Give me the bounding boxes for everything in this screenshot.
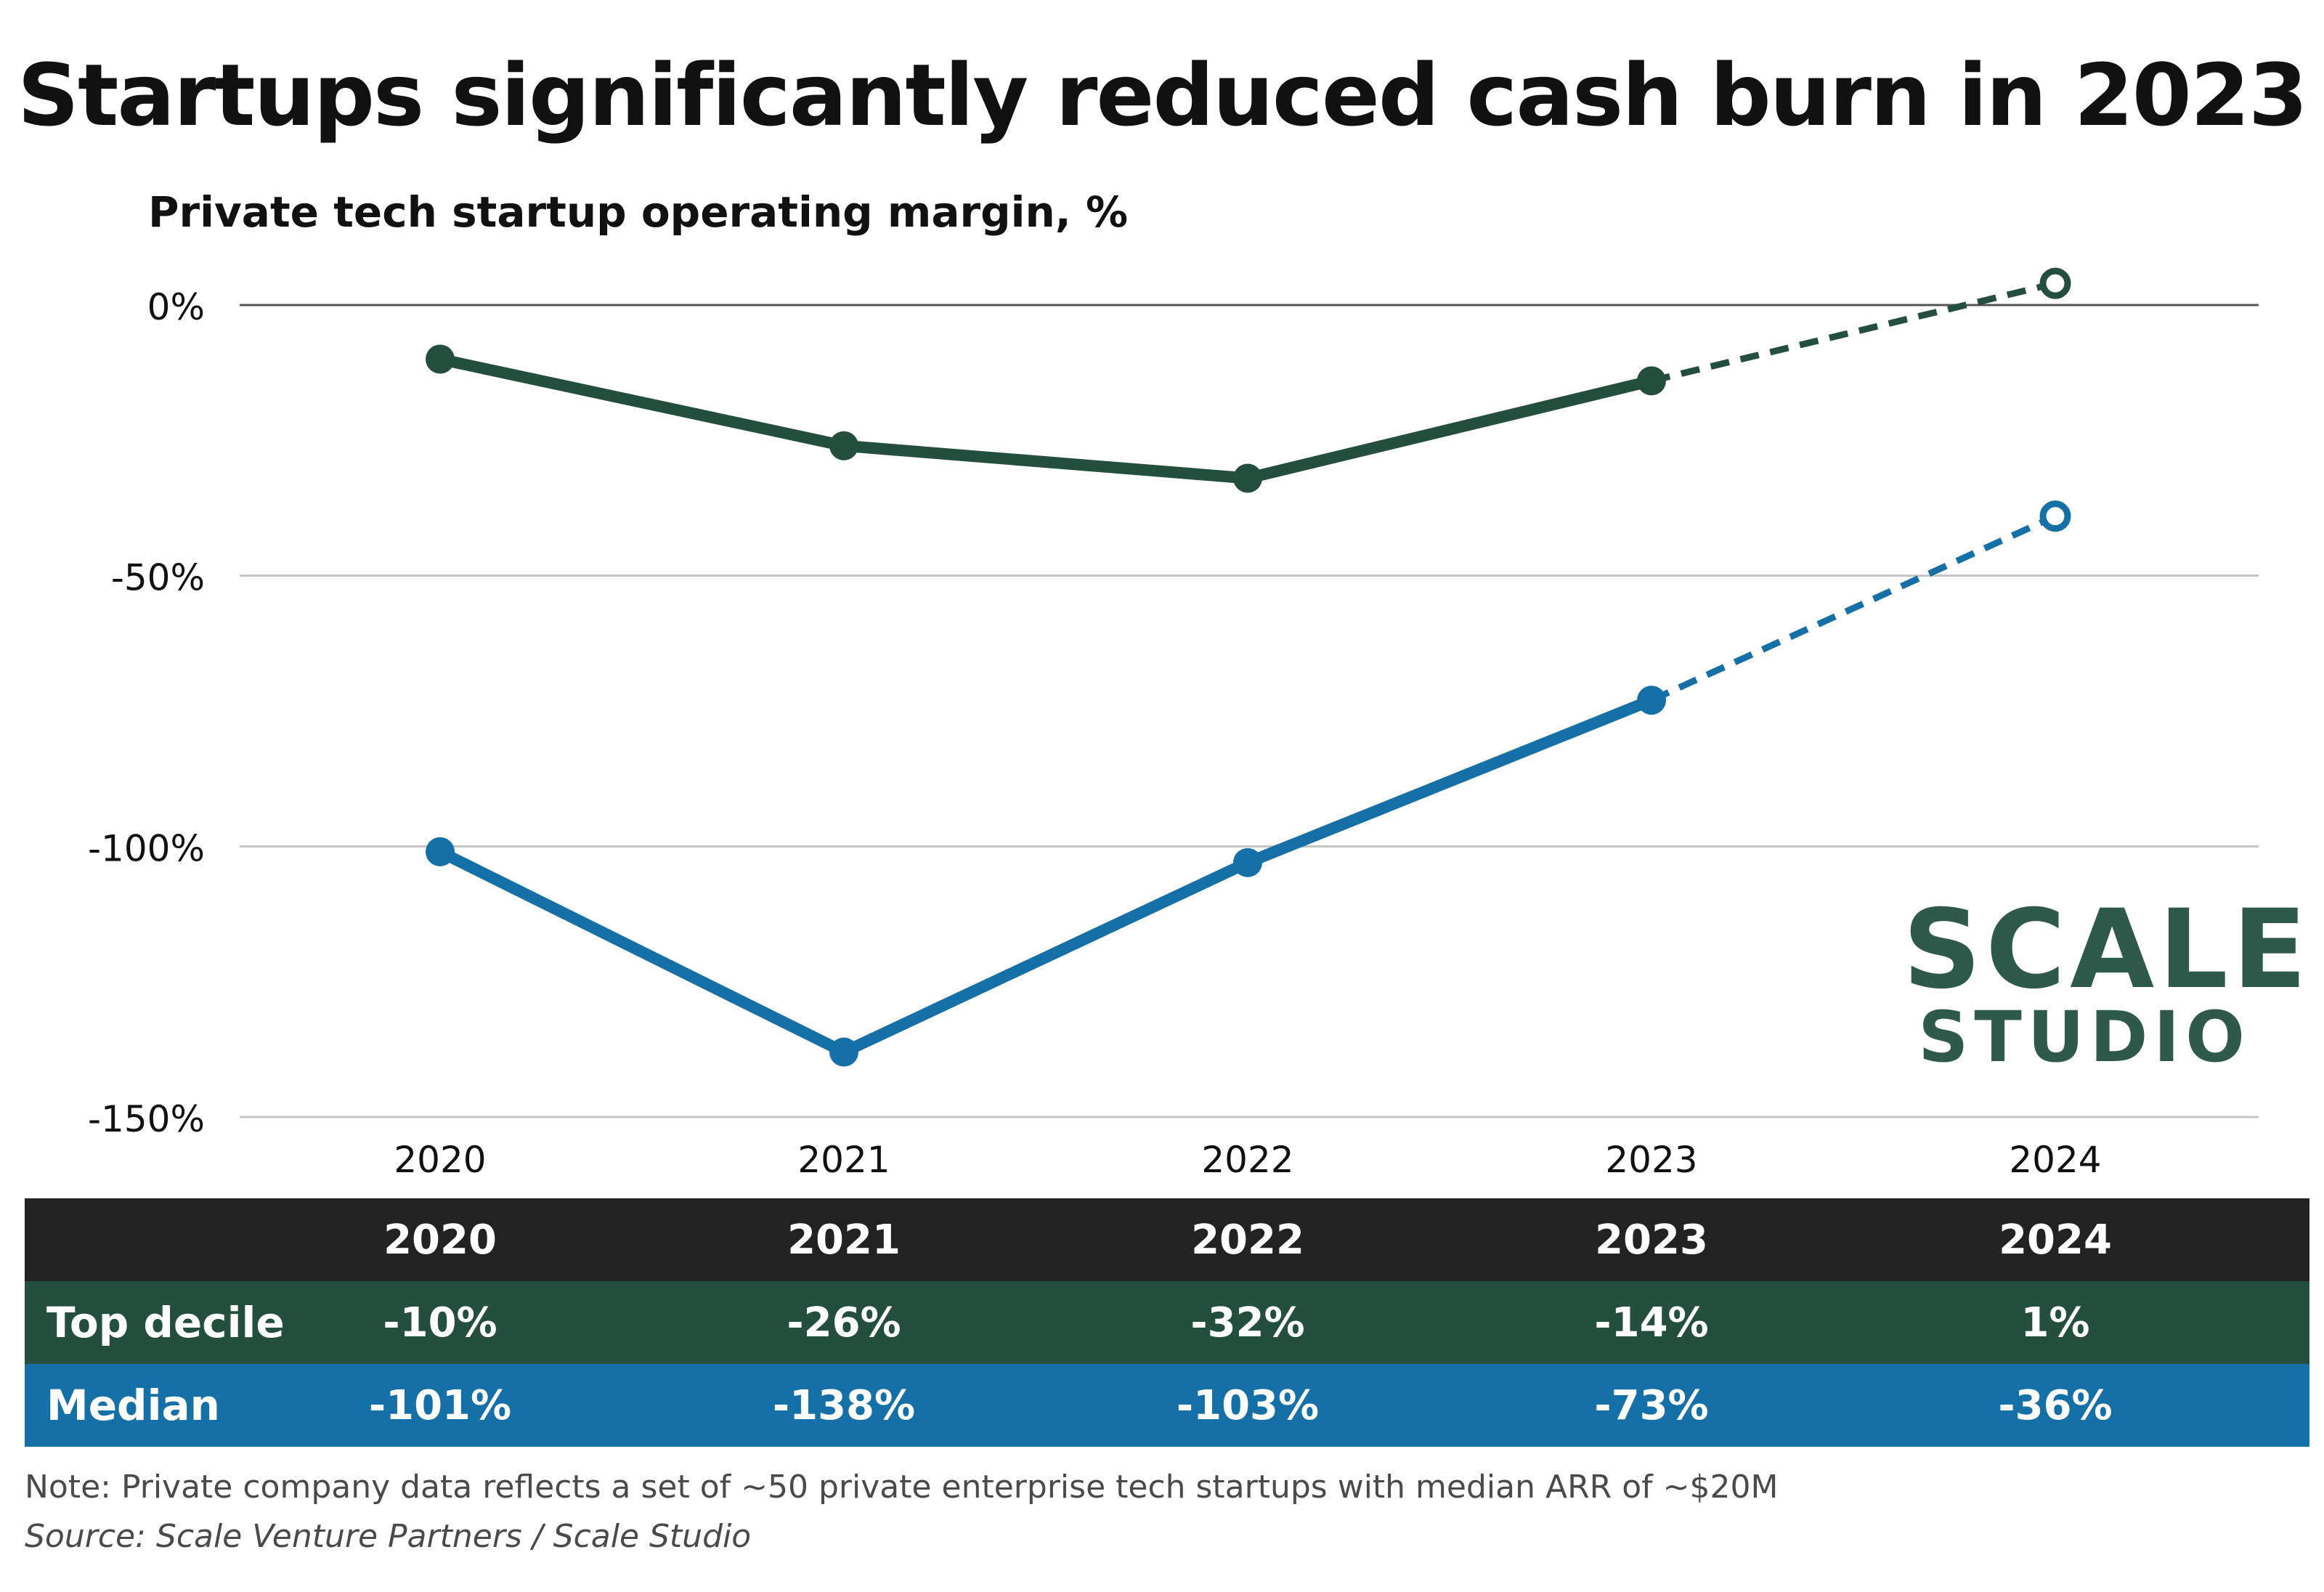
x-tick-label: 2023	[1605, 1139, 1697, 1181]
table-row-median: Median -101% -138% -103% -73% -36%	[25, 1364, 2309, 1447]
table-cell: -138%	[772, 1381, 916, 1429]
data-point	[1233, 463, 1262, 493]
table-cell: -32%	[1190, 1299, 1305, 1347]
y-tick-label: -150%	[88, 1098, 205, 1140]
row-label: Median	[46, 1381, 220, 1430]
table-cell: 1%	[2020, 1299, 2090, 1347]
data-table: 2020 2021 2022 2023 2024 Top decile -10%…	[25, 1198, 2309, 1447]
logo-main-text: SCALE	[1903, 887, 2312, 1013]
x-tick-label: 2021	[797, 1139, 890, 1181]
table-header-cell: 2020	[383, 1216, 497, 1264]
table-cell: -36%	[1998, 1381, 2113, 1429]
line-chart: 0% -50% -100% -150% 2020 2021 2022 2023 2024	[88, 267, 2259, 1181]
data-point	[1233, 848, 1262, 877]
data-point	[426, 837, 455, 866]
table-header-cell: 2024	[1999, 1216, 2112, 1264]
data-point	[1637, 366, 1666, 396]
x-tick-label: 2024	[2009, 1139, 2101, 1181]
data-point	[829, 1037, 858, 1067]
y-tick-label: 0%	[147, 286, 205, 328]
table-cell: -101%	[368, 1381, 512, 1429]
row-label: Top decile	[46, 1298, 285, 1347]
table-header-row: 2020 2021 2022 2023 2024	[25, 1198, 2309, 1281]
series-line	[434, 353, 1657, 484]
data-point	[1637, 686, 1666, 715]
data-point	[426, 344, 455, 374]
table-header-cell: 2022	[1191, 1216, 1304, 1264]
table-cell: -103%	[1176, 1381, 1320, 1429]
chart-title: Startups significantly reduced cash burn…	[17, 45, 2308, 145]
table-cell: -26%	[787, 1299, 901, 1347]
x-tick-label: 2022	[1201, 1139, 1293, 1181]
table-cell: -14%	[1594, 1299, 1709, 1347]
table-row-top-decile: Top decile -10% -26% -32% -14% 1%	[25, 1281, 2309, 1364]
projected-data-point	[2039, 267, 2071, 299]
data-point	[829, 431, 858, 460]
series-line	[434, 694, 1657, 1058]
source-line: Source: Scale Venture Partners / Scale S…	[25, 1518, 752, 1555]
table-cell: -10%	[383, 1299, 497, 1347]
projected-data-point	[2039, 500, 2071, 532]
y-tick-label: -50%	[111, 557, 205, 599]
footnote: Note: Private company data reflects a se…	[25, 1469, 1779, 1506]
logo-sub-text: STUDIO	[1918, 996, 2251, 1078]
table-cell: -73%	[1594, 1381, 1709, 1429]
table-header-cell: 2023	[1595, 1216, 1708, 1264]
series-projection-line	[1650, 513, 2057, 704]
x-tick-label: 2020	[394, 1139, 486, 1181]
y-tick-label: -100%	[88, 827, 205, 869]
series-projection-line	[1650, 280, 2057, 384]
scale-studio-logo: SCALE STUDIO	[1903, 887, 2312, 1078]
table-header-cell: 2021	[787, 1216, 901, 1264]
y-axis-label: Private tech startup operating margin, %	[148, 187, 1129, 237]
